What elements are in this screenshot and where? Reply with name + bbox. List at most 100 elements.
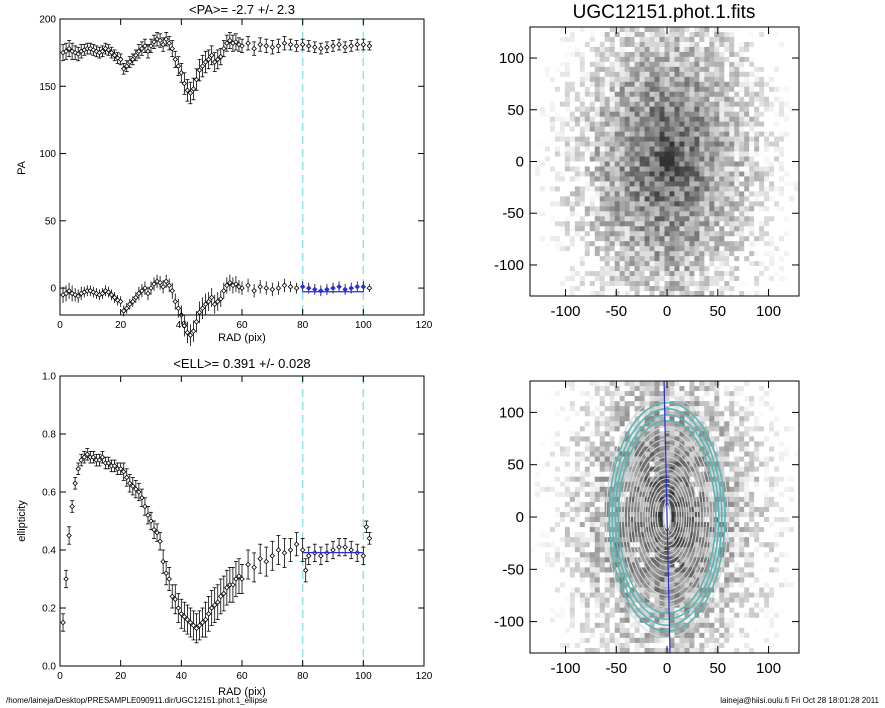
image-pixel: [619, 36, 625, 43]
image-pixel: [779, 266, 785, 272]
image-pixel: [669, 251, 675, 257]
image-pixel: [779, 226, 785, 232]
image-pixel: [579, 46, 586, 53]
image-pixel: [674, 61, 680, 68]
image-pixel: [654, 381, 660, 387]
image-pixel: [754, 61, 760, 68]
image-pixel: [739, 246, 745, 252]
pa-wrap-point: [193, 318, 200, 325]
image-pixel: [549, 281, 556, 287]
image-pixel: [719, 451, 725, 457]
image-pixel: [664, 106, 670, 112]
image-pixel: [654, 206, 660, 212]
image-pixel: [649, 166, 655, 172]
image-pixel: [534, 276, 541, 282]
image-pixel: [794, 61, 800, 68]
image-pixel: [744, 116, 750, 122]
image-pixel: [674, 111, 680, 117]
image-pixel: [649, 81, 655, 88]
image-pixel: [564, 71, 571, 78]
image-pixel: [789, 76, 795, 83]
image-pixel: [714, 151, 720, 157]
image-pixel: [639, 196, 645, 202]
image-pixel: [724, 421, 730, 427]
image-pixel: [554, 441, 561, 447]
image-pixel: [619, 146, 625, 152]
image-pixel: [619, 281, 625, 287]
image-pixel: [559, 411, 566, 417]
image-pixel: [594, 51, 601, 58]
image-pixel: [594, 166, 601, 172]
pa-xtick-label: 80: [297, 320, 309, 331]
image-pixel: [649, 251, 655, 257]
image-pixel: [654, 201, 660, 207]
image-pixel: [604, 61, 611, 68]
image-pixel: [774, 426, 780, 432]
image-pixel: [574, 461, 581, 467]
image-pixel: [649, 401, 655, 407]
image-pixel: [634, 121, 640, 127]
image-pixel: [724, 161, 730, 167]
image-pixel: [604, 56, 611, 63]
image-pixel: [599, 76, 606, 83]
pa-point: [105, 47, 112, 53]
image-pixel: [589, 196, 596, 202]
pa-point: [239, 43, 245, 49]
image-pixel: [579, 116, 586, 122]
image-pixel: [539, 181, 546, 187]
ell-point: [175, 605, 182, 611]
image-pixel: [699, 81, 705, 88]
image-pixel: [754, 416, 760, 422]
image-pixel: [584, 196, 591, 202]
image-pixel: [714, 27, 720, 33]
image-pixel: [784, 171, 790, 177]
image-pixel: [559, 476, 566, 483]
image-pixel: [559, 276, 566, 282]
image-pixel: [629, 461, 635, 467]
image-pixel: [539, 51, 546, 58]
image-pixel: [559, 216, 566, 222]
image-pixel: [789, 201, 795, 207]
image-pixel: [624, 161, 630, 167]
image-pixel: [674, 136, 680, 142]
image-pixel: [764, 166, 770, 172]
image-pixel: [729, 441, 735, 447]
image-pixel: [584, 431, 591, 437]
image-pixel: [644, 226, 650, 232]
image-pixel: [549, 386, 556, 392]
image-pixel: [664, 241, 670, 247]
image-pixel: [784, 56, 790, 63]
image-pixel: [694, 196, 700, 202]
image-pixel: [754, 256, 760, 262]
image-pixel: [704, 226, 710, 232]
image-pixel: [530, 161, 536, 167]
image-pixel: [629, 411, 635, 417]
image-pixel: [629, 156, 635, 162]
image-pixel: [739, 27, 745, 33]
image-pixel: [574, 381, 581, 387]
image-pixel: [704, 466, 710, 472]
image-pixel: [554, 281, 561, 287]
image-pixel: [594, 401, 601, 407]
image-pixel: [699, 271, 705, 277]
image-pixel: [724, 456, 730, 462]
image-pixel: [724, 466, 730, 472]
pa-wrap-point: [75, 293, 81, 299]
pa-point: [366, 43, 373, 49]
image-pixel: [544, 456, 551, 462]
image-pixel: [574, 136, 581, 142]
image-pixel: [584, 51, 591, 58]
image-pixel: [639, 236, 645, 242]
image-pixel: [549, 101, 556, 108]
image-pixel: [789, 226, 795, 232]
image-pixel: [569, 446, 576, 452]
image-pixel: [749, 136, 755, 142]
image-pixel: [619, 96, 625, 103]
image-pixel: [774, 246, 780, 252]
image-pixel: [549, 286, 556, 292]
image-pixel: [694, 181, 700, 187]
image-pixel: [754, 281, 760, 287]
image-pixel: [659, 106, 665, 112]
image-pixel: [719, 106, 725, 112]
ell-xtick-label: 20: [115, 671, 127, 682]
